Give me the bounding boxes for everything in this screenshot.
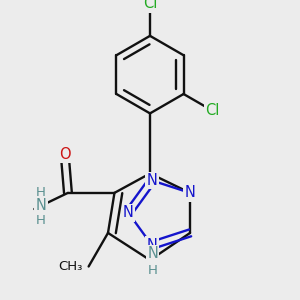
Text: N: N	[146, 238, 158, 253]
Text: H: H	[148, 264, 158, 277]
Text: H: H	[36, 214, 46, 227]
Text: N: N	[35, 198, 46, 213]
Text: Cl: Cl	[206, 103, 220, 118]
Text: O: O	[59, 147, 70, 162]
Text: H: H	[36, 186, 46, 199]
Text: N: N	[146, 173, 158, 188]
Text: N: N	[184, 185, 196, 200]
Text: N: N	[123, 206, 134, 220]
Text: Cl: Cl	[143, 0, 157, 11]
Text: CH₃: CH₃	[58, 260, 82, 273]
Text: N: N	[147, 246, 158, 261]
